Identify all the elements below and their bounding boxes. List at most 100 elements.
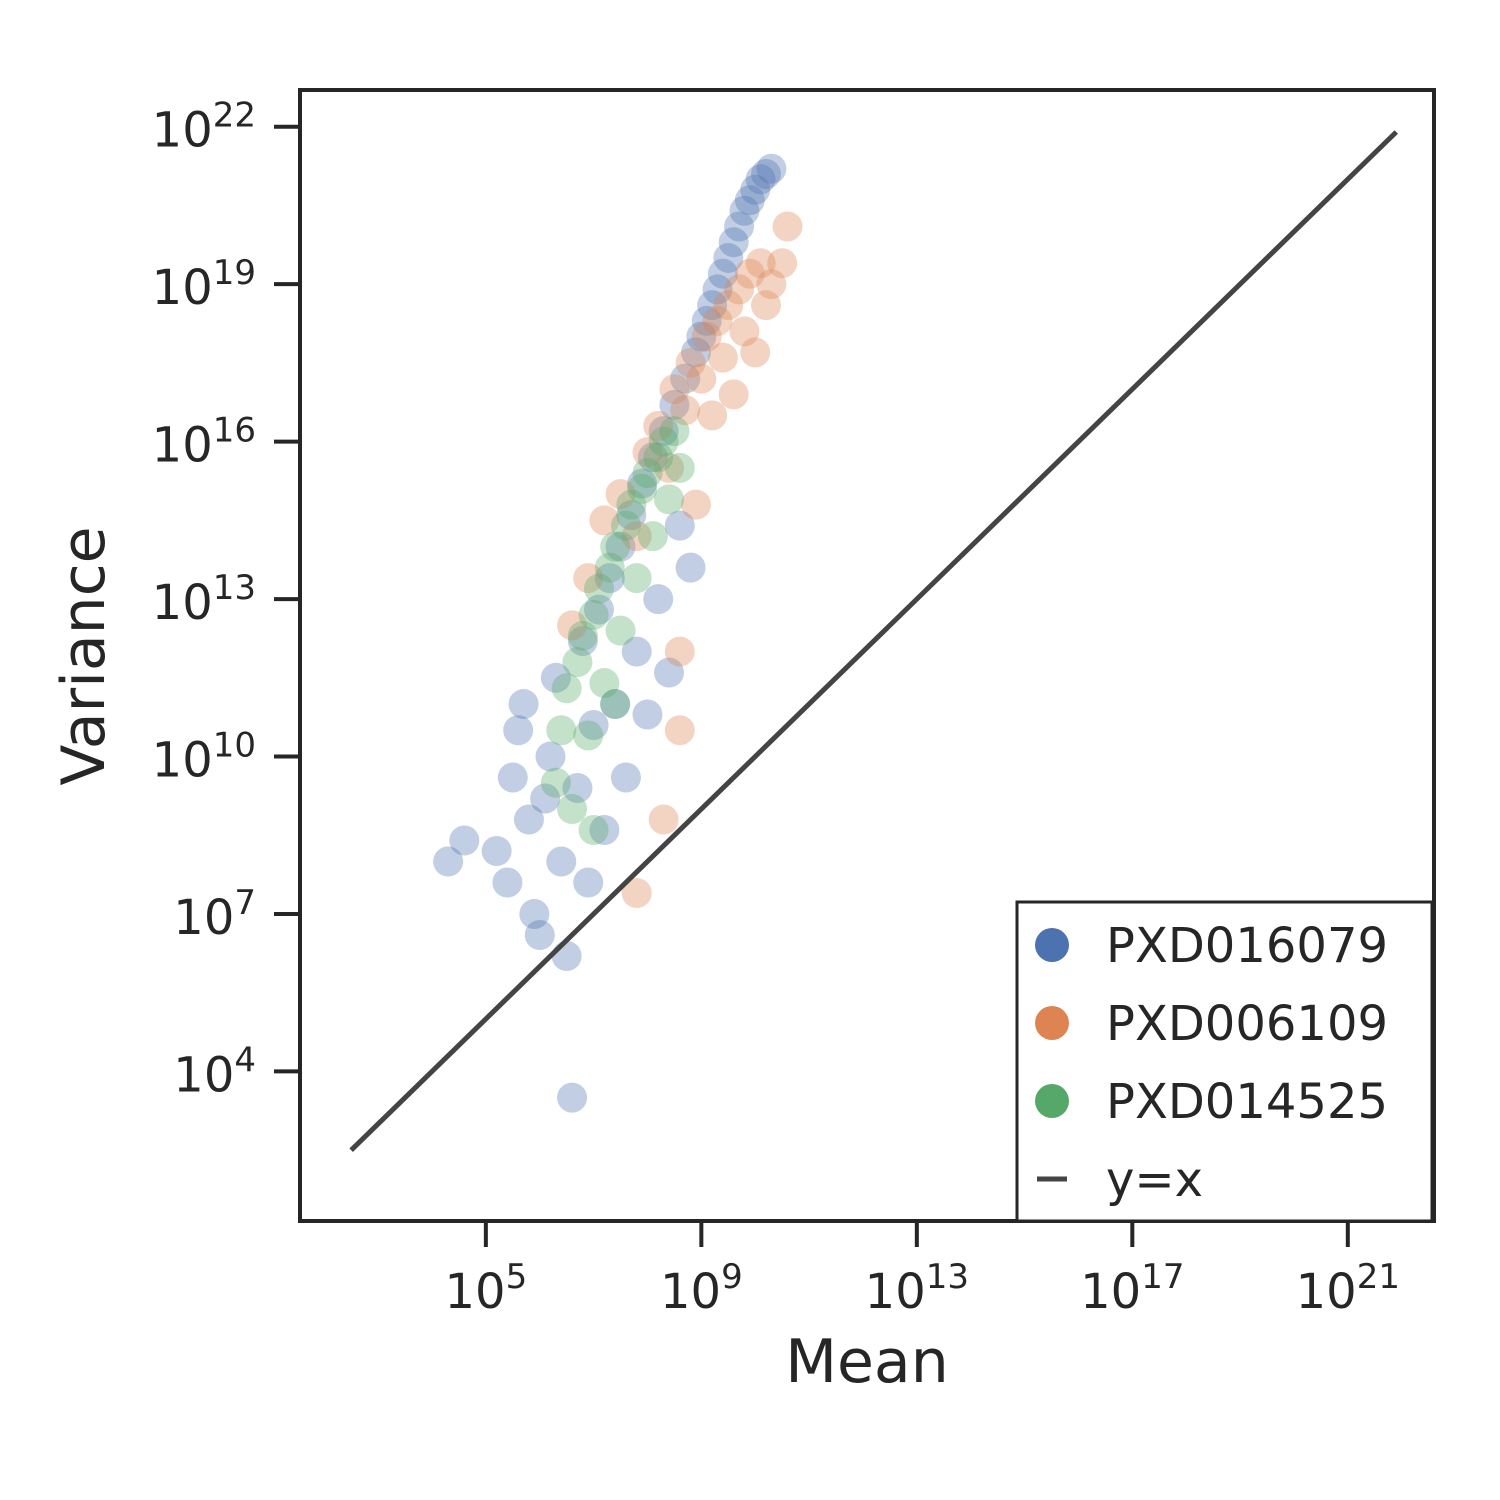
- scatter-point-pxd014525-7: [578, 599, 609, 630]
- scatter-point-pxd006109-3: [605, 479, 636, 510]
- scatter-point-pxd006109-2: [589, 505, 620, 536]
- x-tick-label-4: 1021: [1296, 1257, 1400, 1320]
- scatter-point-pxd014525-5: [567, 620, 598, 651]
- y-tick-label-2: 1010: [152, 726, 256, 789]
- scatter-point-pxd016079-51: [433, 846, 464, 877]
- scatter-point-pxd016079-33: [664, 510, 695, 541]
- scatter-point-pxd016079-28: [637, 442, 668, 473]
- scatter-point-pxd016079-31: [654, 657, 685, 688]
- scatter-point-pxd006109-18: [713, 290, 744, 321]
- scatter-point-pxd006109-29: [648, 804, 679, 835]
- scatter-point-pxd014525-25: [600, 689, 631, 720]
- scatter-point-pxd006109-19: [718, 379, 749, 410]
- scatter-point-pxd016079-52: [449, 825, 480, 856]
- scatter-point-pxd006109-25: [750, 290, 781, 321]
- x-axis-title: Mean: [785, 1327, 948, 1397]
- scatter-point-pxd006109-9: [664, 636, 695, 667]
- scatter-point-pxd016079-43: [718, 227, 749, 258]
- scatter-point-pxd016079-9: [535, 741, 566, 772]
- legend-label-2: PXD014525: [1106, 1074, 1388, 1130]
- y-axis: 104 107 1010 1013 1016 1019 1022: [152, 96, 300, 1103]
- scatter-point-pxd014525-1: [546, 715, 577, 746]
- scatter-point-pxd016079-5: [513, 804, 544, 835]
- scatter-point-pxd016079-30: [648, 416, 679, 447]
- scatter-point-pxd014525-17: [632, 458, 663, 489]
- scatter-point-pxd016079-37: [686, 321, 717, 352]
- scatter-point-pxd006109-20: [724, 274, 755, 305]
- scatter-point-pxd016079-20: [594, 563, 625, 594]
- scatter-point-pxd016079-11: [546, 846, 577, 877]
- scatter-point-pxd016079-16: [573, 867, 604, 898]
- scatter-point-pxd016079-36: [680, 337, 711, 368]
- scatter-point-pxd016079-15: [567, 626, 598, 657]
- scatter-point-pxd016079-26: [627, 468, 658, 499]
- scatter-point-pxd016079-12: [551, 940, 582, 971]
- scatter-point-pxd014525-9: [589, 668, 620, 699]
- scatter-point-pxd016079-23: [610, 762, 641, 793]
- scatter-point-pxd006109-7: [654, 452, 685, 483]
- y-tick-label-0: 104: [173, 1040, 256, 1103]
- scatter-point-pxd006109-24: [745, 248, 776, 279]
- scatter-point-pxd014525-3: [557, 794, 588, 825]
- scatter-point-pxd016079-7: [524, 919, 555, 950]
- x-tick-label-2: 1013: [865, 1257, 969, 1320]
- scatter-point-pxd006109-10: [670, 395, 701, 426]
- scatter-point-pxd016079-21: [600, 689, 631, 720]
- legend-marker-pxd006109: [1035, 1006, 1069, 1040]
- scatter-point-pxd016079-34: [670, 363, 701, 394]
- scatter-point-pxd016079-35: [675, 552, 706, 583]
- scatter-point-pxd006109-16: [702, 305, 733, 336]
- scatter-point-pxd006109-26: [756, 269, 787, 300]
- scatter-point-pxd016079-41: [707, 258, 738, 289]
- scatter-point-pxd016079-22: [605, 531, 636, 562]
- scatter-point-pxd014525-4: [562, 647, 593, 678]
- scatter-point-pxd016079-2: [497, 762, 528, 793]
- scatter-point-pxd016079-18: [583, 594, 614, 625]
- scatter-point-pxd016079-10: [540, 662, 571, 693]
- scatter-point-pxd006109-14: [691, 321, 722, 352]
- scatter-point-pxd006109-17: [707, 342, 738, 373]
- scatter-point-pxd006109-28: [772, 211, 803, 242]
- scatter-point-pxd014525-22: [659, 416, 690, 447]
- scatter-point-pxd006109-6: [643, 410, 674, 441]
- scatter-point-pxd016079-8: [530, 783, 561, 814]
- reference-line-layer: [349, 130, 1399, 1152]
- scatter-point-pxd006109-8: [659, 374, 690, 405]
- scatter-point-pxd016079-40: [702, 274, 733, 305]
- scatter-point-pxd016079-42: [713, 242, 744, 273]
- legend-label-3: y=x: [1106, 1152, 1203, 1208]
- y-tick-label-3: 1013: [152, 568, 256, 631]
- scatter-point-pxd016079-49: [750, 158, 781, 189]
- y-tick-label-1: 107: [173, 883, 256, 946]
- scatter-point-pxd016079-3: [503, 715, 534, 746]
- x-tick-label-0: 105: [444, 1257, 527, 1320]
- scatter-point-pxd006109-21: [729, 316, 760, 347]
- scatter-point-pxd016079-38: [691, 305, 722, 336]
- scatter-point-pxd014525-8: [583, 573, 614, 604]
- scatter-point-pxd006109-1: [573, 563, 604, 594]
- scatter-point-pxd014525-2: [551, 673, 582, 704]
- scatter-point-pxd016079-25: [621, 636, 652, 667]
- scatter-point-pxd016079-45: [729, 195, 760, 226]
- scatter-point-pxd006109-30: [621, 877, 652, 908]
- scatter-point-pxd014525-0: [540, 767, 571, 798]
- scatter-point-pxd016079-44: [724, 211, 755, 242]
- scatter-point-pxd016079-32: [659, 389, 690, 420]
- scatter-point-pxd006109-23: [740, 337, 771, 368]
- scatter-point-pxd016079-29: [643, 584, 674, 615]
- scatter-point-pxd016079-0: [481, 835, 512, 866]
- scatter-point-pxd006109-0: [557, 610, 588, 641]
- scatter-point-pxd016079-1: [492, 867, 523, 898]
- scatter-point-pxd014525-11: [600, 531, 631, 562]
- x-tick-label-1: 109: [660, 1257, 743, 1320]
- scatter-point-pxd014525-14: [616, 489, 647, 520]
- plot-frame: [298, 88, 1436, 1223]
- legend-box: [1015, 900, 1434, 1223]
- scatter-point-pxd006109-11: [675, 347, 706, 378]
- scatter-point-pxd014525-24: [578, 815, 609, 846]
- legend-label-0: PXD016079: [1106, 918, 1388, 974]
- scatter-point-pxd016079-6: [519, 898, 550, 929]
- scatter-point-pxd016079-13: [557, 1082, 588, 1113]
